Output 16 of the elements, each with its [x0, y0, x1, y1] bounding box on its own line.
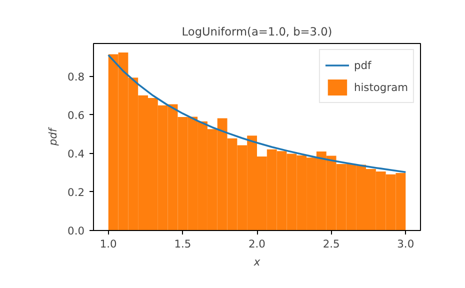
y-tick-label: 0.4 [68, 147, 85, 160]
legend-label: histogram [354, 80, 408, 94]
x-tick-label: 2.5 [322, 238, 340, 250]
y-tick-label: 0.2 [68, 186, 85, 199]
x-tick-label: 1.5 [174, 238, 192, 250]
y-axis-title: pdf [46, 126, 60, 147]
x-tick-label: 1.0 [100, 238, 118, 250]
y-tick-label: 0.8 [68, 70, 85, 84]
legend-label: pdf [354, 58, 372, 72]
x-tick-label: 3.0 [397, 238, 414, 250]
x-axis-title: x [252, 256, 261, 268]
chart-title: LogUniform(a=1.0, b=3.0) [182, 24, 332, 38]
y-tick-label: 0.6 [68, 108, 85, 122]
line-series [107, 54, 407, 173]
x-tick-label: 2.0 [248, 238, 266, 250]
y-tick-label: 0.0 [68, 224, 85, 238]
